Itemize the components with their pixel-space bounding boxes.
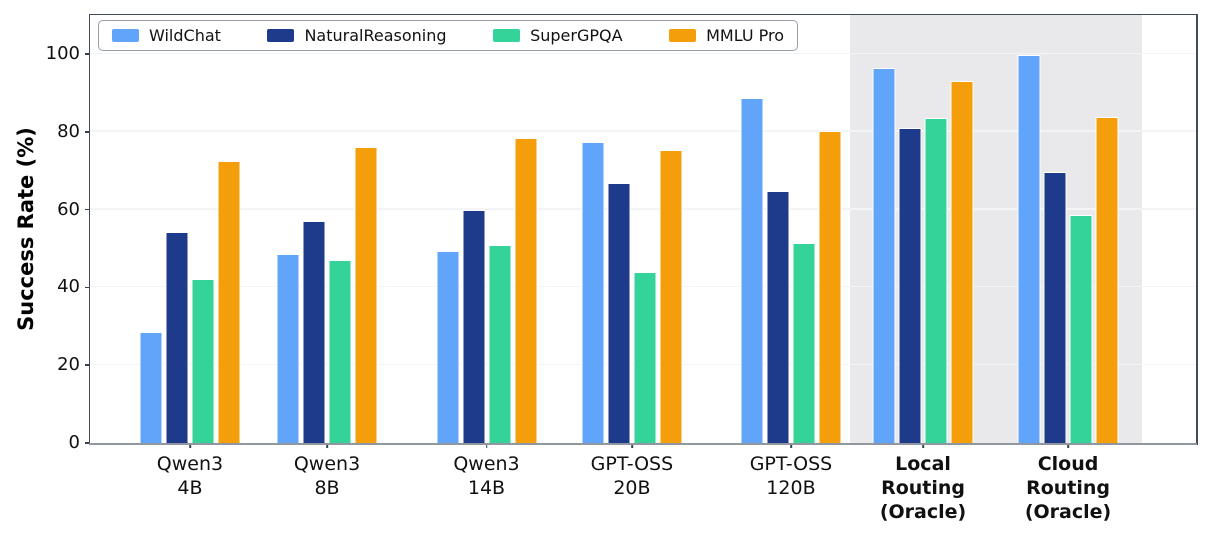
x-tick-label-3: GPT-OSS 20B [590,453,674,499]
bar-group-4 [740,97,842,443]
legend-entry-mmlu-pro: MMLU Pro [669,26,784,45]
y-axis-label: Success Rate (%) [14,127,38,331]
bar-wildchat-1 [276,253,300,443]
y-tick-label-20: 20 [57,354,80,376]
bar-wildchat-0 [139,332,163,443]
bar-wildchat-3 [581,142,605,443]
chart-legend: WildChat NaturalReasoning SuperGPQA MMLU Pr… [98,20,798,51]
bar-mmlu-pro-0 [217,161,241,443]
x-tick-label-6: Cloud Routing (Oracle) [1024,453,1112,523]
y-tick-label-60: 60 [57,198,80,220]
bar-mmlu-pro-6 [1095,116,1119,443]
y-tick-mark-0 [85,442,90,444]
x-tick-mark-5 [922,443,924,448]
legend-swatch-icon [493,29,521,42]
bar-group-0 [139,161,241,443]
y-tick-mark-100 [85,53,90,55]
bar-naturalreasoning-4 [766,191,790,443]
x-tick-mark-2 [485,443,488,448]
legend-swatch-icon [669,29,697,42]
bar-mmlu-pro-4 [818,130,842,443]
x-tick-label-1: Qwen3 8B [293,453,361,499]
legend-entry-wildchat: WildChat [112,26,221,45]
bar-group-3 [581,142,683,443]
x-tick-label-4: GPT-OSS 120B [749,453,833,499]
y-tick-label-100: 100 [45,43,80,64]
x-tick-mark-3 [631,443,633,448]
bar-mmlu-pro-2 [514,137,537,443]
bar-supergpqa-5 [924,118,948,443]
y-tick-mark-80 [85,131,90,133]
legend-swatch-icon [267,29,295,42]
x-tick-mark-4 [790,443,792,448]
legend-entry-supergpqa: SuperGPQA [493,26,623,45]
bar-supergpqa-3 [633,271,657,443]
bar-supergpqa-4 [792,243,816,443]
y-tick-label-0: 0 [68,432,80,453]
y-tick-label-40: 40 [57,276,80,298]
x-tick-label-2: Qwen3 14B [453,453,520,499]
legend-label: MMLU Pro [706,26,784,45]
bar-mmlu-pro-5 [950,80,974,443]
x-tick-mark-1 [326,443,328,448]
x-tick-mark-6 [1067,443,1069,448]
bar-group-1 [276,146,378,443]
bar-naturalreasoning-5 [898,127,922,443]
bar-naturalreasoning-2 [462,209,485,443]
gridline-60 [90,208,1196,210]
bar-wildchat-2 [436,250,459,443]
bar-group-6 [1017,54,1119,443]
plot-bottom-spine [89,442,1197,446]
bar-naturalreasoning-3 [607,183,631,443]
plot-area: 0 20 40 60 80 100 Qwen3 4B Qwen3 8B Qwen3 14B GP… [46,13,1198,523]
bar-wildchat-4 [740,97,764,443]
plot-top-spine [89,13,1197,16]
bar-mmlu-pro-1 [354,146,378,443]
x-tick-label-5: Local Routing (Oracle) [879,453,967,523]
legend-label: NaturalReasoning [304,26,447,45]
gridline-100 [90,52,1196,54]
bar-group-2 [436,137,537,443]
bar-supergpqa-0 [191,278,215,443]
bar-naturalreasoning-1 [302,221,326,443]
legend-label: WildChat [149,26,221,45]
bar-mmlu-pro-3 [659,149,683,443]
bar-wildchat-5 [872,67,896,443]
bar-supergpqa-6 [1069,215,1093,443]
y-tick-mark-60 [85,208,90,211]
legend-swatch-icon [112,29,139,42]
legend-label: SuperGPQA [530,26,623,45]
bar-supergpqa-2 [488,245,511,443]
bar-naturalreasoning-6 [1043,172,1067,443]
bar-naturalreasoning-0 [165,231,189,443]
oracle-highlight-band [849,15,1142,443]
y-tick-mark-40 [85,286,90,289]
gridline-80 [90,130,1196,132]
y-tick-mark-20 [85,364,90,366]
bar-wildchat-6 [1017,54,1041,443]
bar-group-5 [872,67,974,443]
y-tick-label-80: 80 [57,120,80,142]
bar-supergpqa-1 [328,260,352,443]
x-tick-mark-0 [189,443,191,448]
x-tick-label-0: Qwen3 4B [156,453,224,499]
plot-left-spine [88,14,91,445]
legend-entry-naturalreasoning: NaturalReasoning [267,26,447,45]
plot-right-spine [1195,14,1198,445]
